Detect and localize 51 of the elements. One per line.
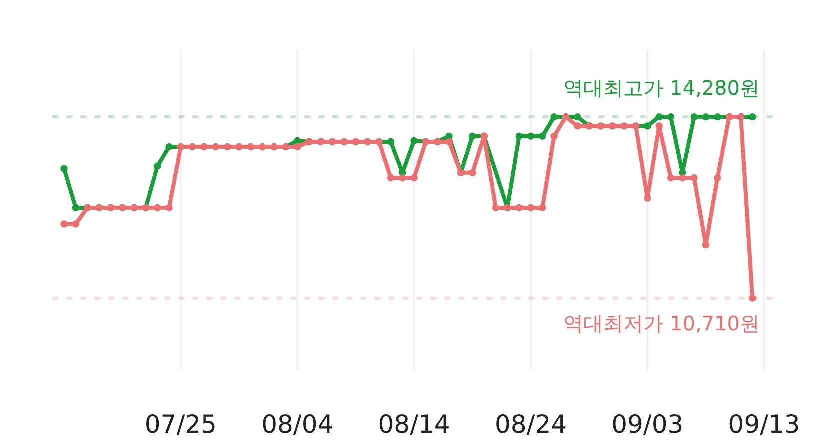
point bbox=[410, 137, 418, 145]
point bbox=[516, 204, 523, 212]
point bbox=[667, 174, 675, 182]
point bbox=[656, 122, 663, 130]
point bbox=[469, 169, 476, 177]
x-tick-label: 07/25 bbox=[144, 410, 217, 439]
point bbox=[749, 294, 756, 302]
ref-line-label: 역대최저가 10,710원 bbox=[564, 311, 760, 336]
point bbox=[749, 113, 756, 121]
point bbox=[410, 174, 418, 182]
point bbox=[714, 174, 722, 182]
point bbox=[399, 174, 406, 182]
point bbox=[492, 204, 500, 212]
point bbox=[690, 113, 698, 121]
point bbox=[527, 132, 535, 140]
point bbox=[387, 174, 395, 182]
point bbox=[667, 113, 675, 121]
point bbox=[656, 113, 663, 121]
point bbox=[154, 204, 162, 212]
point bbox=[294, 137, 302, 145]
point bbox=[294, 143, 302, 151]
point bbox=[550, 132, 558, 140]
point bbox=[446, 138, 453, 146]
x-tick-label: 09/13 bbox=[728, 410, 800, 439]
x-tick-label: 08/04 bbox=[262, 410, 334, 439]
point bbox=[539, 204, 546, 212]
ref-line-label: 역대최고가 14,280원 bbox=[564, 76, 760, 100]
x-tick-label: 08/14 bbox=[378, 410, 450, 439]
x-tick-label: 09/03 bbox=[612, 410, 684, 439]
x-tick-label: 08/24 bbox=[494, 410, 567, 439]
point bbox=[469, 132, 476, 140]
point bbox=[550, 113, 558, 121]
point bbox=[166, 143, 173, 151]
point bbox=[690, 174, 698, 182]
point bbox=[644, 122, 652, 130]
point bbox=[60, 220, 68, 228]
point bbox=[527, 204, 535, 212]
point bbox=[702, 113, 710, 121]
point bbox=[72, 220, 80, 228]
point bbox=[154, 162, 162, 170]
point bbox=[714, 113, 722, 121]
point bbox=[679, 174, 686, 182]
point bbox=[574, 122, 582, 130]
point bbox=[72, 204, 80, 212]
point bbox=[539, 132, 546, 140]
point bbox=[574, 113, 582, 121]
point bbox=[60, 165, 68, 172]
point bbox=[644, 194, 652, 202]
point bbox=[387, 138, 395, 146]
point bbox=[166, 204, 173, 212]
point bbox=[516, 132, 523, 140]
